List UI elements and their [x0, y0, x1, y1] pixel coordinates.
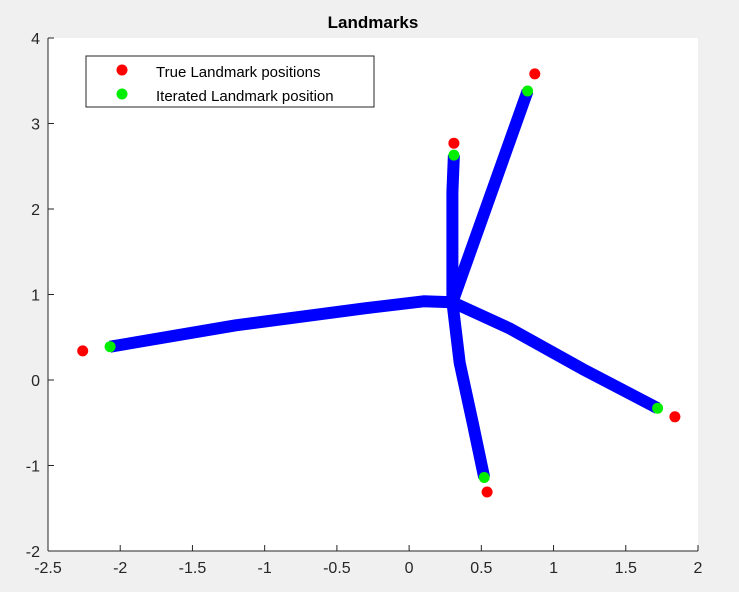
true-landmark-point-5	[481, 486, 493, 498]
y-tick-label: -1	[26, 459, 40, 476]
legend-marker-iterated	[116, 88, 128, 100]
x-tick-label: -0.5	[323, 560, 351, 577]
landmark-path-2	[446, 154, 460, 303]
x-tick-label: 1.5	[615, 560, 637, 577]
iterated-landmark-point-2	[448, 149, 460, 161]
legend-label-iterated: Iterated Landmark position	[156, 88, 334, 105]
x-tick-label: -1	[258, 560, 272, 577]
x-tick-label: 0	[405, 560, 414, 577]
iterated-landmark-point-1	[104, 341, 116, 353]
legend-label-true: True Landmark positions	[156, 64, 321, 81]
x-tick-label: 2	[694, 560, 703, 577]
landmark-path-5	[446, 301, 491, 479]
true-landmark-point-2	[448, 137, 460, 149]
iterated-landmark-point-5	[478, 472, 490, 483]
legend-marker-true	[116, 64, 128, 76]
true-landmark-point-1	[77, 345, 89, 357]
x-tick-label: 1	[549, 560, 558, 577]
legend-box	[85, 55, 375, 108]
points-layer	[77, 68, 681, 498]
legend: True Landmark positions Iterated Landmar…	[85, 55, 375, 108]
paths-layer	[109, 88, 661, 479]
x-tick-label: -1.5	[179, 560, 207, 577]
landmark-path-1	[109, 295, 453, 353]
landmark-path-4	[449, 296, 661, 414]
iterated-landmark-point-4	[652, 402, 664, 414]
y-tick-label: 0	[31, 373, 40, 390]
y-tick-label: 1	[31, 288, 40, 305]
landmark-path-3	[446, 88, 534, 305]
x-tick-label: -2	[113, 560, 127, 577]
x-tick-label: -2.5	[34, 560, 62, 577]
y-tick-label: 2	[31, 202, 40, 219]
plot-area	[48, 38, 698, 551]
chart-title: Landmarks	[328, 13, 419, 32]
true-landmark-point-3	[529, 68, 541, 80]
y-tick-label: -2	[26, 544, 40, 561]
true-landmark-point-4	[669, 411, 681, 423]
iterated-landmark-point-3	[522, 85, 534, 97]
y-tick-label: 4	[31, 31, 40, 48]
y-tick-label: 3	[31, 117, 40, 134]
x-tick-label: 0.5	[470, 560, 492, 577]
